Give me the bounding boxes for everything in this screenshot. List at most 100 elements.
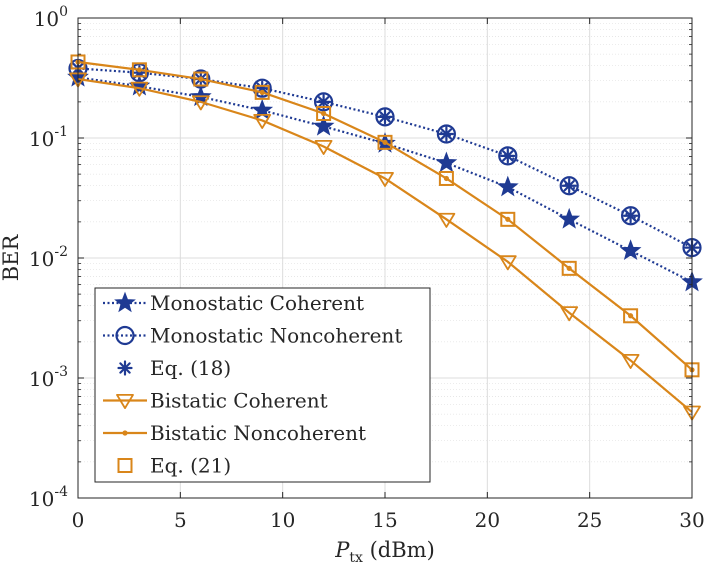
data-point [254, 84, 270, 100]
legend-label: Eq. (21) [150, 454, 231, 478]
series-line [77, 76, 693, 284]
data-point [558, 207, 581, 229]
y-tick-label-exponent: -3 [54, 364, 68, 380]
legend-entry: Bistatic Noncoherent [103, 421, 366, 445]
y-tick-label: 10-4 [29, 484, 68, 511]
data-point [559, 176, 579, 196]
data-point [314, 139, 333, 155]
x-tick-label: 30 [679, 508, 704, 532]
series-eq-18 [70, 60, 700, 256]
data-point [438, 170, 454, 186]
data-point [561, 260, 577, 276]
data-point [130, 81, 149, 97]
y-tick-label-base: 10 [29, 487, 54, 511]
legend-label: Bistatic Noncoherent [150, 421, 366, 445]
data-point [259, 89, 265, 95]
data-point [314, 92, 334, 112]
legend-marker [117, 360, 133, 376]
x-tick-labels: 0 5 10 15 20 25 30 [72, 508, 705, 532]
data-point [437, 212, 456, 228]
data-point [375, 107, 395, 127]
x-axis-label-main: P [334, 538, 350, 562]
x-tick-label: 20 [475, 508, 500, 532]
y-tick-label-base: 10 [29, 367, 54, 391]
legend-label: Bistatic Coherent [150, 389, 328, 413]
y-tick-label-exponent: 0 [59, 4, 68, 20]
data-point [621, 353, 640, 369]
x-tick-label: 25 [577, 508, 602, 532]
y-tick-label-base: 10 [34, 7, 59, 31]
data-point [620, 206, 641, 226]
data-point [436, 124, 456, 144]
y-tick-label-base: 10 [29, 247, 54, 271]
x-axis-label-unit: (dBm) [363, 538, 435, 562]
data-point [628, 313, 634, 319]
data-point [252, 78, 272, 98]
data-point [561, 178, 577, 194]
series-line [77, 77, 693, 413]
x-tick-label: 5 [174, 508, 187, 532]
data-point [435, 151, 458, 173]
data-point [376, 171, 394, 187]
legend: Monostatic Coherent Monostatic Noncoheren… [94, 287, 431, 483]
data-point [622, 208, 639, 224]
y-tick-label: 10-3 [29, 364, 68, 391]
data-point [560, 306, 579, 322]
y-tick-label-exponent: -4 [54, 484, 68, 500]
legend-label: Monostatic Noncoherent [150, 324, 402, 348]
data-point [136, 67, 142, 73]
series-bistatic-coherent [69, 72, 701, 421]
legend-marker [114, 291, 136, 313]
axis-ticks [77, 17, 693, 499]
data-point [377, 134, 393, 150]
x-tick-label: 10 [270, 508, 295, 532]
legend-marker [122, 430, 128, 436]
data-point [505, 216, 511, 222]
x-axis-label: Ptx (dBm) [334, 538, 435, 565]
data-point [500, 211, 516, 227]
data-point [443, 175, 449, 182]
y-tick-label: 100 [34, 4, 68, 31]
data-point [312, 114, 335, 136]
data-point [566, 265, 572, 271]
data-point [191, 95, 210, 111]
data-point [377, 109, 393, 125]
data-point [438, 126, 454, 142]
legend-label: Monostatic Coherent [150, 291, 364, 315]
x-tick-label: 0 [72, 508, 85, 532]
data-point [193, 71, 209, 87]
data-point [191, 69, 211, 89]
legend-entry: Eq. (21) [117, 454, 231, 478]
y-tick-label: 10-2 [29, 244, 68, 271]
legend-entry: Monostatic Coherent [103, 291, 364, 315]
data-point [253, 113, 272, 129]
y-tick-label-exponent: -2 [54, 244, 68, 260]
legend-entry: Eq. (18) [117, 356, 231, 380]
legend-marker [115, 325, 135, 346]
y-tick-label-base: 10 [29, 127, 54, 151]
y-tick-label: 10-1 [29, 124, 68, 151]
data-point [131, 62, 147, 78]
series-layer [67, 54, 703, 421]
data-point [496, 175, 519, 197]
x-axis-label-sub: tx [349, 550, 363, 565]
legend-box [94, 287, 431, 483]
legend-entry: Monostatic Noncoherent [103, 324, 402, 348]
data-point [316, 106, 332, 122]
x-tick-label: 15 [372, 508, 397, 532]
data-point [321, 110, 327, 117]
data-point [623, 308, 639, 324]
data-point [198, 76, 204, 82]
data-point [498, 146, 518, 166]
data-point [619, 239, 642, 260]
legend-entry: Bistatic Coherent [103, 389, 328, 413]
series-bistatic-noncoherent [75, 59, 695, 373]
legend-label: Eq. (18) [150, 356, 231, 380]
y-tick-label-exponent: -1 [54, 124, 68, 140]
data-point [500, 148, 516, 164]
legend-marker [116, 393, 134, 410]
data-point [498, 255, 517, 271]
y-axis-label: BER [0, 234, 23, 282]
